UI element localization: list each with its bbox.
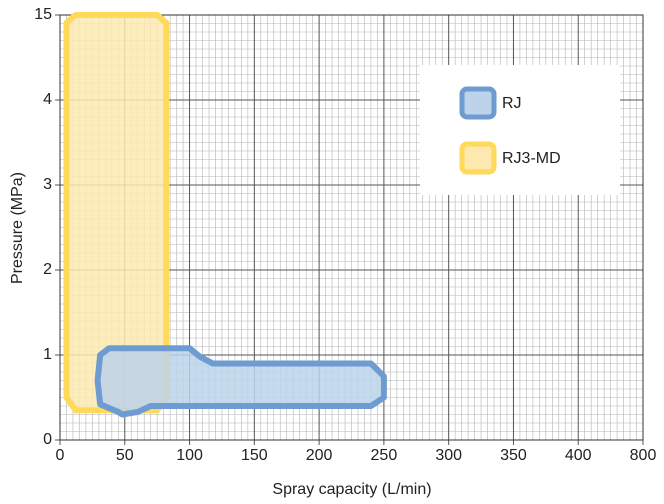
y-tick-label: 2 bbox=[43, 261, 52, 278]
plot-frame bbox=[59, 14, 644, 441]
region bbox=[94, 345, 387, 418]
x-tick-label: 800 bbox=[630, 447, 657, 464]
x-tick-label: 400 bbox=[565, 447, 592, 464]
y-tick-label: 15 bbox=[34, 6, 52, 23]
legend-swatch bbox=[459, 86, 497, 120]
legend-box bbox=[420, 65, 620, 195]
legend-label: RJ3-MD bbox=[502, 150, 561, 167]
y-tick-label: 0 bbox=[43, 431, 52, 448]
region bbox=[63, 12, 170, 414]
x-tick-label: 100 bbox=[176, 447, 203, 464]
x-tick-label: 150 bbox=[241, 447, 268, 464]
x-tick-label: 0 bbox=[56, 447, 65, 464]
x-axis-label: Spray capacity (L/min) bbox=[272, 481, 431, 498]
y-tick-label: 4 bbox=[43, 91, 52, 108]
x-tick-label: 50 bbox=[116, 447, 134, 464]
legend-label: RJ bbox=[502, 95, 522, 112]
y-axis-label: Pressure (MPa) bbox=[9, 172, 26, 284]
x-tick-label: 250 bbox=[371, 447, 398, 464]
x-tick-label: 300 bbox=[435, 447, 462, 464]
y-tick-label: 3 bbox=[43, 176, 52, 193]
legend-swatch bbox=[459, 141, 497, 175]
y-tick-label: 1 bbox=[43, 346, 52, 363]
x-tick-label: 200 bbox=[306, 447, 333, 464]
x-tick-label: 350 bbox=[500, 447, 527, 464]
